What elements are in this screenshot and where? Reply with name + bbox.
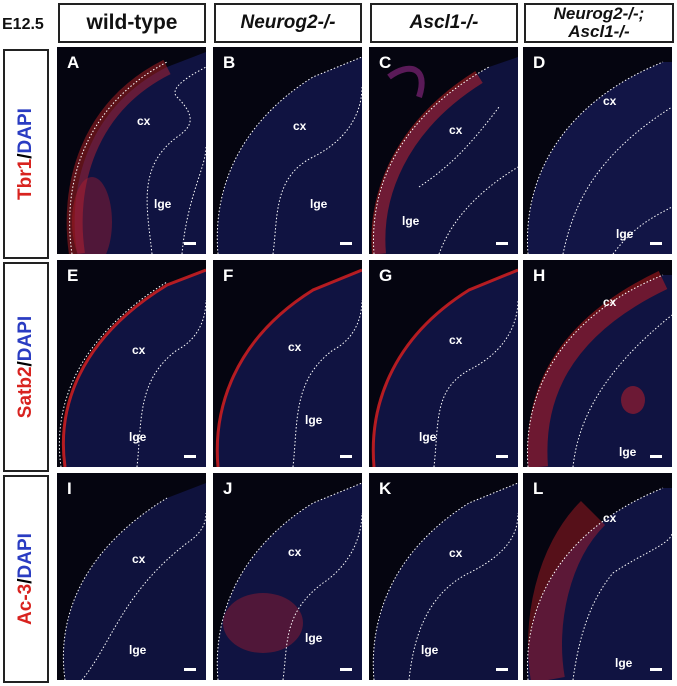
micrograph-i	[62, 483, 206, 680]
row-header-satb2: Satb2/DAPI	[3, 262, 49, 472]
marker-label: Satb2	[15, 366, 36, 419]
panel-b: B cx lge	[213, 47, 362, 254]
region-label-lge: lge	[310, 197, 328, 211]
row-header-ac3: Ac-3/DAPI	[3, 475, 49, 683]
row-header-text: Ac-3/DAPI	[15, 533, 37, 625]
column-header-ascl1: Ascl1-/-	[370, 3, 518, 43]
panel-e: E cx lge	[57, 260, 206, 467]
micrograph-b	[216, 56, 362, 254]
counterstain-label: DAPI	[15, 315, 36, 362]
scale-bar	[340, 668, 352, 671]
region-label-cx: cx	[449, 123, 463, 137]
row-header-text: Satb2/DAPI	[15, 316, 37, 418]
panel-a: A cx lge	[57, 47, 206, 254]
region-label-cx: cx	[288, 545, 302, 559]
micrograph-j	[216, 482, 362, 680]
region-label-cx: cx	[132, 343, 146, 357]
region-label-lge: lge	[129, 643, 147, 657]
panel-letter: C	[379, 53, 392, 72]
region-label-lge: lge	[305, 631, 323, 645]
micrograph-d	[526, 61, 672, 254]
column-header-neurog2: Neurog2-/-	[214, 3, 362, 43]
row-separator: /	[15, 578, 36, 584]
micrograph-h	[526, 270, 672, 467]
region-label-lge: lge	[129, 430, 147, 444]
micrograph-g	[371, 268, 518, 467]
column-header-label: Ascl1-/-	[409, 12, 479, 34]
micrograph-e	[58, 268, 206, 467]
panel-letter: B	[223, 53, 236, 72]
region-label-lge: lge	[615, 656, 633, 670]
panel-letter: L	[533, 479, 544, 498]
panel-letter: E	[67, 266, 79, 285]
scale-bar	[496, 242, 508, 245]
region-label-lge: lge	[402, 214, 420, 228]
scale-bar	[184, 455, 196, 458]
panel-letter: J	[223, 479, 233, 498]
marker-label: Ac-3	[15, 583, 36, 625]
scale-bar	[184, 668, 196, 671]
micrograph-c	[371, 57, 518, 254]
region-label-cx: cx	[293, 119, 307, 133]
column-header-label-line1: Neurog2-/-;	[553, 4, 645, 24]
marker-label: Tbr1	[15, 158, 36, 200]
panel-j: J cx lge	[213, 473, 362, 680]
counterstain-label: DAPI	[15, 108, 36, 154]
panel-h: H cx lge	[523, 260, 672, 467]
panel-c: C cx lge	[369, 47, 518, 254]
panel-letter: D	[533, 53, 546, 72]
region-label-cx: cx	[288, 340, 302, 354]
column-header-double-mutant: Neurog2-/-; Ascl1-/-	[524, 3, 674, 43]
region-label-cx: cx	[603, 94, 617, 108]
micrograph-a	[66, 52, 206, 254]
region-label-lge: lge	[421, 643, 439, 657]
column-header-label: wild-type	[86, 10, 178, 34]
scale-bar	[340, 455, 352, 458]
region-label-cx: cx	[603, 295, 617, 309]
panel-letter: G	[379, 266, 393, 285]
scale-bar	[496, 668, 508, 671]
panel-g: G cx lge	[369, 260, 518, 467]
panel-letter: H	[533, 266, 546, 285]
column-header-wild-type: wild-type	[58, 3, 206, 43]
region-label-cx: cx	[137, 114, 151, 128]
scale-bar	[340, 242, 352, 245]
panel-d: D cx lge	[523, 47, 672, 254]
micrograph-k	[372, 482, 518, 680]
region-label-cx: cx	[449, 546, 463, 560]
region-label-lge: lge	[154, 197, 172, 211]
region-label-lge: lge	[616, 227, 634, 241]
row-header-tbr1: Tbr1/DAPI	[3, 49, 49, 259]
scale-bar	[650, 668, 662, 671]
row-header-text: Tbr1/DAPI	[15, 108, 37, 200]
row-separator: /	[15, 361, 36, 367]
column-header-label-line2: Ascl1-/-	[568, 22, 630, 41]
counterstain-label: DAPI	[15, 533, 36, 579]
panel-k: K cx lge	[369, 473, 518, 680]
region-label-cx: cx	[449, 333, 463, 347]
stage-label: E12.5	[2, 16, 44, 33]
scale-bar	[650, 242, 662, 245]
scale-bar	[496, 455, 508, 458]
panel-letter: I	[67, 479, 72, 498]
micrograph-f	[215, 268, 362, 467]
panel-letter: K	[379, 479, 392, 498]
panel-letter: F	[223, 266, 234, 285]
panel-letter: A	[67, 53, 80, 72]
region-label-cx: cx	[603, 511, 617, 525]
region-label-lge: lge	[305, 413, 323, 427]
row-separator: /	[15, 153, 36, 159]
panel-f: F cx lge	[213, 260, 362, 467]
region-label-lge: lge	[619, 445, 637, 459]
panel-i: I cx lge	[57, 473, 206, 680]
micrograph-l	[526, 487, 672, 680]
scale-bar	[650, 455, 662, 458]
region-label-cx: cx	[132, 552, 146, 566]
panel-l: L cx lge	[523, 473, 672, 680]
region-label-lge: lge	[419, 430, 437, 444]
column-header-label: Neurog2-/-	[240, 12, 336, 34]
scale-bar	[184, 242, 196, 245]
